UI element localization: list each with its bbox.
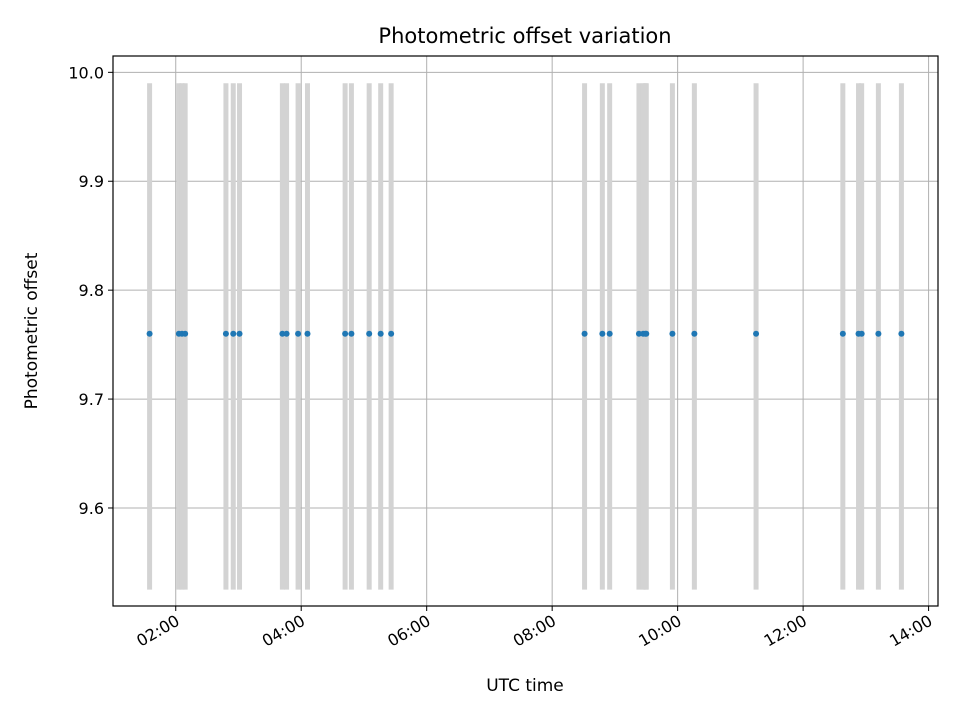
x-tick-label: 08:00 — [510, 611, 559, 651]
data-point — [606, 330, 613, 337]
data-point — [295, 330, 302, 337]
plot-frame — [112, 55, 939, 607]
data-point — [581, 330, 588, 337]
data-point — [875, 330, 882, 337]
y-axis-ticks: 9.6 9.7 9.8 9.9 10.0 — [68, 63, 113, 518]
x-tick-label: 10:00 — [635, 611, 684, 651]
chart-title: Photometric offset variation — [378, 24, 671, 48]
data-point — [348, 330, 355, 337]
data-point — [388, 330, 395, 337]
grid — [113, 56, 938, 606]
y-tick-label: 9.8 — [79, 281, 104, 300]
data-point — [669, 330, 676, 337]
data-point — [146, 330, 153, 337]
data-point — [858, 330, 865, 337]
data-point — [635, 330, 642, 337]
data-point — [182, 330, 189, 337]
data-point — [377, 330, 384, 337]
data-point — [283, 330, 290, 337]
data-point — [643, 330, 650, 337]
data-point — [839, 330, 846, 337]
x-tick-label: 06:00 — [384, 611, 433, 651]
x-tick-label: 14:00 — [886, 611, 935, 651]
y-tick-label: 9.9 — [79, 172, 104, 191]
data-point — [279, 330, 286, 337]
y-tick-label: 9.6 — [79, 499, 104, 518]
data-point — [691, 330, 698, 337]
data-point — [366, 330, 373, 337]
data-point — [342, 330, 349, 337]
plot-background — [113, 56, 938, 606]
data-point — [753, 330, 760, 337]
data-points — [146, 330, 905, 337]
y-tick-label: 9.7 — [79, 390, 104, 409]
x-tick-label: 04:00 — [259, 611, 308, 651]
data-point — [230, 330, 237, 337]
y-tick-label: 10.0 — [68, 63, 104, 82]
data-point — [599, 330, 606, 337]
y-axis-label: Photometric offset — [22, 252, 42, 409]
data-point — [222, 330, 229, 337]
x-tick-label: 02:00 — [133, 611, 182, 651]
x-tick-label: 12:00 — [761, 611, 810, 651]
data-point — [236, 330, 243, 337]
data-point — [304, 330, 311, 337]
x-axis-ticks: 02:00 04:00 06:00 08:00 10:00 12:00 14:00 — [133, 606, 936, 651]
x-axis-label: UTC time — [486, 676, 564, 696]
data-point — [898, 330, 905, 337]
